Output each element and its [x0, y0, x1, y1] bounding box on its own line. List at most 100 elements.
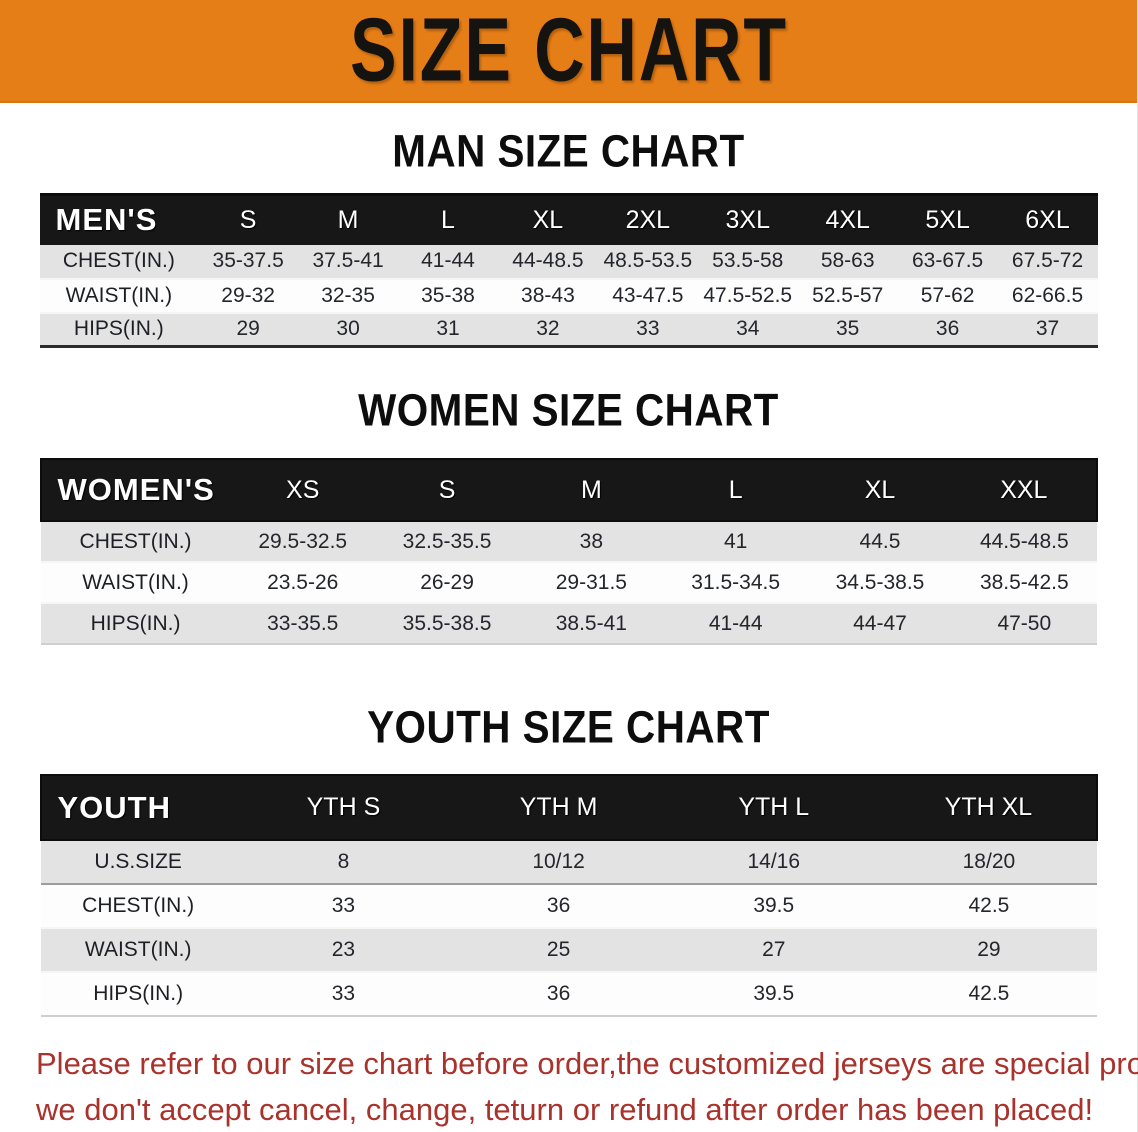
- women-row-label: WAIST(IN.): [40, 562, 231, 604]
- women-measurement-cell: 44.5: [807, 521, 953, 563]
- men-measurement-cell: 38-43: [497, 278, 598, 314]
- women-header-row: WOMEN'S XS S M L XL XXL: [39, 458, 1098, 522]
- men-measurement-cell: 31: [398, 312, 498, 348]
- women-row-waist-in.-: WAIST(IN.) 23.5-26 26-29 29-31.5 31.5-34.5 34…: [40, 562, 1097, 604]
- men-row-waist-in.-: WAIST(IN.) 29-32 32-35 35-38 38-43 43-47.5 47.…: [39, 278, 1098, 314]
- youth-measurement-cell: 36: [451, 884, 667, 929]
- men-row-label: WAIST(IN.): [39, 278, 199, 314]
- men-measurement-cell: 29-32: [198, 278, 299, 314]
- men-size-column-2xl: 2XL: [597, 193, 698, 245]
- men-measurement-cell: 29: [198, 312, 299, 348]
- women-measurement-cell: 44.5-48.5: [952, 521, 1097, 563]
- women-size-table: WOMEN'S XS S M L XL XXL CHEST(IN.) 29.5-32.5 32.5…: [39, 458, 1098, 645]
- men-measurement-cell: 53.5-58: [697, 244, 798, 280]
- disclaimer-line-1: Please refer to our size chart before or…: [36, 1046, 1138, 1081]
- women-measurement-cell: 26-29: [374, 562, 520, 604]
- men-measurement-cell: 63-67.5: [897, 244, 998, 280]
- men-measurement-cell: 37.5-41: [298, 244, 399, 280]
- women-size-column-s: S: [374, 458, 520, 522]
- youth-row-u.s.size: U.S.SIZE 8 10/12 14/16 18/20: [40, 840, 1097, 885]
- men-size-column-3xl: 3XL: [697, 193, 798, 245]
- disclaimer-line-2: we don't accept cancel, change, teturn o…: [36, 1092, 1094, 1127]
- women-measurement-cell: 33-35.5: [230, 603, 375, 645]
- men-row-label: HIPS(IN.): [39, 312, 199, 348]
- men-size-table: MEN'S S M L XL 2XL 3XL 4XL 5XL 6XL CHEST(IN.) 35-37…: [39, 193, 1098, 348]
- men-size-column-5xl: 5XL: [897, 193, 998, 245]
- women-measurement-cell: 32.5-35.5: [374, 521, 520, 563]
- youth-row-chest-in.-: CHEST(IN.) 33 36 39.5 42.5: [40, 884, 1097, 929]
- men-measurement-cell: 43-47.5: [597, 278, 698, 314]
- men-measurement-cell: 47.5-52.5: [697, 278, 798, 314]
- men-size-column-m: M: [298, 193, 399, 245]
- youth-row-label: CHEST(IN.): [40, 884, 236, 929]
- order-disclaimer: Please refer to our size chart before or…: [0, 1041, 1138, 1132]
- women-measurement-cell: 41-44: [663, 603, 808, 645]
- women-measurement-cell: 34.5-38.5: [807, 562, 953, 604]
- youth-measurement-cell: 8: [235, 840, 452, 885]
- men-measurement-cell: 35: [797, 312, 898, 348]
- youth-row-label: U.S.SIZE: [40, 840, 236, 885]
- youth-header-row: YOUTH YTH S YTH M YTH L YTH XL: [39, 774, 1098, 841]
- men-measurement-cell: 44-48.5: [497, 244, 598, 280]
- men-row-hips-in.-: HIPS(IN.) 29 30 31 32 33 34 35 36 37: [39, 312, 1098, 348]
- men-measurement-cell: 48.5-53.5: [597, 244, 698, 280]
- men-measurement-cell: 34: [697, 312, 798, 348]
- youth-measurement-cell: 18/20: [881, 840, 1097, 885]
- men-size-column-xl: XL: [497, 193, 598, 245]
- men-measurement-cell: 67.5-72: [997, 244, 1098, 280]
- youth-measurement-cell: 25: [451, 928, 667, 973]
- women-measurement-cell: 38.5-41: [519, 603, 664, 645]
- men-size-column-l: L: [398, 193, 498, 245]
- youth-measurement-cell: 29: [881, 928, 1097, 973]
- youth-size-column-yth-l: YTH L: [666, 774, 882, 841]
- women-row-hips-in.-: HIPS(IN.) 33-35.5 35.5-38.5 38.5-41 41-44 44-…: [40, 603, 1097, 645]
- men-group-label: MEN'S: [39, 193, 199, 245]
- women-size-column-m: M: [519, 458, 664, 522]
- women-measurement-cell: 44-47: [807, 603, 953, 645]
- youth-measurement-cell: 27: [666, 928, 882, 973]
- men-measurement-cell: 32: [497, 312, 598, 348]
- youth-measurement-cell: 42.5: [881, 884, 1097, 929]
- women-size-column-xs: XS: [230, 458, 375, 522]
- women-group-label: WOMEN'S: [39, 458, 231, 522]
- banner: SIZE CHART: [0, 0, 1137, 103]
- women-measurement-cell: 47-50: [952, 603, 1097, 645]
- youth-row-label: HIPS(IN.): [40, 972, 236, 1017]
- women-size-chart-heading: WOMEN SIZE CHART: [358, 385, 779, 437]
- men-measurement-cell: 62-66.5: [997, 278, 1098, 314]
- women-size-column-l: L: [663, 458, 808, 522]
- youth-row-waist-in.-: WAIST(IN.) 23 25 27 29: [40, 928, 1097, 973]
- men-measurement-cell: 35-37.5: [198, 244, 299, 280]
- men-size-column-s: S: [198, 193, 299, 245]
- youth-size-column-yth-s: YTH S: [235, 774, 452, 841]
- youth-measurement-cell: 36: [451, 972, 667, 1017]
- youth-row-hips-in.-: HIPS(IN.) 33 36 39.5 42.5: [40, 972, 1097, 1017]
- women-row-label: CHEST(IN.): [40, 521, 231, 563]
- youth-size-table: YOUTH YTH S YTH M YTH L YTH XL U.S.SIZE 8 10/12…: [39, 774, 1098, 1017]
- youth-size-column-yth-m: YTH M: [451, 774, 667, 841]
- women-row-label: HIPS(IN.): [40, 603, 231, 645]
- women-measurement-cell: 31.5-34.5: [663, 562, 808, 604]
- youth-measurement-cell: 39.5: [666, 972, 882, 1017]
- men-row-label: CHEST(IN.): [39, 244, 199, 280]
- women-size-column-xxl: XXL: [952, 458, 1098, 522]
- youth-measurement-cell: 23: [235, 928, 452, 973]
- youth-measurement-cell: 39.5: [666, 884, 882, 929]
- men-size-column-4xl: 4XL: [797, 193, 898, 245]
- men-measurement-cell: 58-63: [797, 244, 898, 280]
- men-measurement-cell: 57-62: [897, 278, 998, 314]
- men-size-column-6xl: 6XL: [997, 193, 1098, 245]
- women-measurement-cell: 38.5-42.5: [952, 562, 1097, 604]
- men-measurement-cell: 52.5-57: [797, 278, 898, 314]
- men-measurement-cell: 37: [997, 312, 1098, 348]
- youth-measurement-cell: 33: [235, 884, 452, 929]
- women-measurement-cell: 38: [519, 521, 664, 563]
- women-row-chest-in.-: CHEST(IN.) 29.5-32.5 32.5-35.5 38 41 44.5 44.5…: [40, 521, 1097, 563]
- youth-measurement-cell: 33: [235, 972, 452, 1017]
- women-measurement-cell: 23.5-26: [230, 562, 375, 604]
- youth-measurement-cell: 14/16: [666, 840, 882, 885]
- men-header-row: MEN'S S M L XL 2XL 3XL 4XL 5XL 6XL: [39, 193, 1098, 245]
- youth-size-column-yth-xl: YTH XL: [881, 774, 1098, 841]
- men-measurement-cell: 33: [597, 312, 698, 348]
